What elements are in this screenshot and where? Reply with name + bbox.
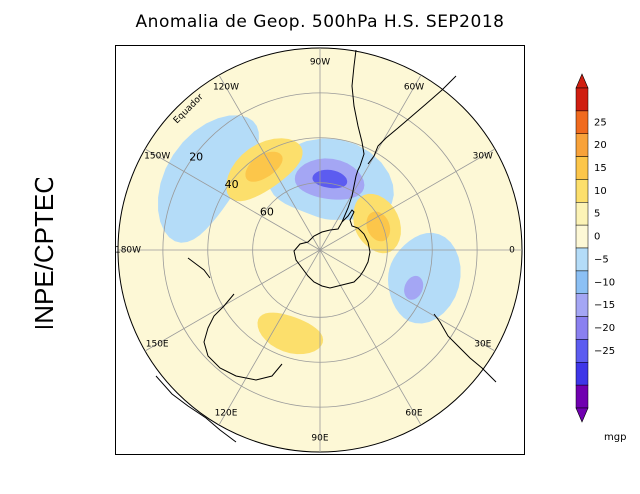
colorbar-segment — [575, 156, 589, 180]
colorbar-segment — [575, 293, 589, 317]
institution-label: INPE/CPTEC — [29, 178, 59, 328]
longitude-label: 150W — [144, 152, 170, 162]
anomaly-negative-region — [404, 275, 424, 300]
anomaly-positive-region — [245, 151, 283, 182]
colorbar-tick-label: 15 — [594, 163, 607, 174]
colorbar-tick-label: −20 — [594, 323, 615, 334]
longitude-label: 90W — [310, 58, 330, 68]
colorbar-segment — [575, 339, 589, 363]
latitude-label: 60 — [260, 206, 274, 219]
meridian-line — [319, 249, 496, 352]
colorbar-bottom-arrow — [575, 407, 589, 423]
colorbar-segment — [575, 247, 589, 272]
units-label: mgp — [604, 432, 627, 443]
anomaly-positive-region — [257, 312, 324, 355]
coastline-layer — [155, 49, 497, 443]
colorbar-tick-label: 25 — [594, 117, 607, 128]
meridian-line — [319, 74, 422, 251]
colorbar: 25 20 15 10 5 0 −5 −10 −15 −20 −25 — [575, 73, 615, 423]
anomaly-negative-region — [388, 232, 461, 324]
longitude-label: 30W — [473, 152, 493, 162]
south-america-east — [367, 75, 457, 165]
colorbar-tick-label: −10 — [594, 277, 615, 288]
colorbar-segment — [575, 316, 589, 340]
longitude-label: 120E — [215, 408, 238, 418]
meridian-line — [144, 148, 321, 251]
africa-coast — [433, 313, 497, 383]
longitude-label: 150E — [146, 340, 169, 350]
antarctica-coastline — [293, 209, 371, 289]
colorbar-segment — [575, 87, 589, 112]
colorbar-segment — [575, 179, 589, 203]
south-america-coast — [351, 49, 365, 167]
colorbar-tick-label: −15 — [594, 300, 615, 311]
institution-label-text: INPE/CPTEC — [29, 178, 59, 328]
colorbar-segment — [575, 202, 589, 226]
latitude-label: 40 — [225, 178, 239, 191]
longitude-label: 30E — [474, 340, 491, 350]
graticule — [118, 48, 522, 452]
longitude-label: 60W — [404, 83, 424, 93]
latitude-label: 20 — [189, 150, 203, 163]
anomaly-positive-region — [366, 211, 391, 242]
colorbar-top-arrow — [575, 73, 589, 89]
colorbar-tick-label: 20 — [594, 140, 607, 151]
meridian-line — [144, 249, 321, 352]
longitude-label: 0 — [509, 246, 515, 256]
meridian-line — [319, 148, 496, 251]
longitude-label: 180W — [116, 246, 141, 256]
antarctic-peninsula — [341, 165, 361, 223]
colorbar-tick-label: 5 — [594, 209, 600, 220]
map-frame: 90W 60W 30W 0 30E 60E 90E 120E 150E 180W 150W 120W 2… — [115, 45, 525, 455]
anomaly-negative-region — [312, 169, 348, 189]
colorbar-tick-label: 0 — [594, 232, 600, 243]
longitude-label: 120W — [213, 83, 239, 93]
australia-coast — [203, 293, 283, 381]
colorbar-segment — [575, 384, 589, 409]
meridian-line — [319, 249, 422, 426]
colorbar-segment — [575, 270, 589, 295]
colorbar-segment — [575, 362, 589, 386]
polar-map: 90W 60W 30W 0 30E 60E 90E 120E 150E 180W 150W 120W 2… — [115, 47, 523, 453]
colorbar-segment — [575, 224, 589, 249]
colorbar-segment — [575, 133, 589, 157]
meridian-line — [218, 74, 321, 251]
map-title: Anomalia de Geop. 500hPa H.S. SEP2018 — [135, 12, 505, 32]
anomaly-negative-region — [158, 115, 259, 243]
colorbar-tick-label: 10 — [594, 186, 607, 197]
longitude-label: 60E — [405, 408, 422, 418]
colorbar-tick-label: −25 — [594, 346, 615, 357]
colorbar-tick-label: −5 — [594, 254, 609, 265]
new-zealand — [187, 257, 211, 279]
colorbar-segment — [575, 110, 589, 135]
longitude-label: 90E — [311, 434, 328, 444]
meridian-line — [218, 249, 321, 426]
asia-islands — [155, 375, 237, 443]
